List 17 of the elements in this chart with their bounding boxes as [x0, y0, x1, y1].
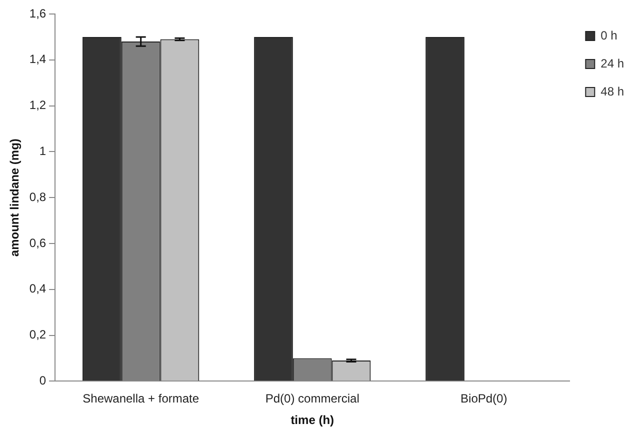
y-axis-title: amount lindane (mg) [8, 138, 22, 257]
x-tick-label: Pd(0) commercial [265, 392, 360, 406]
x-tick-label: Shewanella + formate [82, 392, 200, 406]
legend-label: 24 h [600, 56, 624, 70]
legend-label: 0 h [600, 28, 618, 42]
y-tick-label: 0,4 [29, 282, 46, 296]
y-tick-label: 0,6 [29, 236, 46, 250]
y-tick-label: 1,6 [29, 6, 46, 20]
x-tick-label: BioPd(0) [460, 392, 508, 406]
y-tick-label: 1 [39, 144, 46, 158]
y-tick-label: 1,2 [29, 98, 46, 112]
y-tick-label: 1,4 [29, 52, 46, 66]
y-tick-label: 0,2 [29, 328, 46, 342]
y-tick-label: 0 [39, 374, 46, 388]
legend-label: 48 h [600, 84, 624, 98]
x-axis-title: time (h) [290, 413, 334, 428]
y-tick-label: 0,8 [29, 190, 46, 204]
